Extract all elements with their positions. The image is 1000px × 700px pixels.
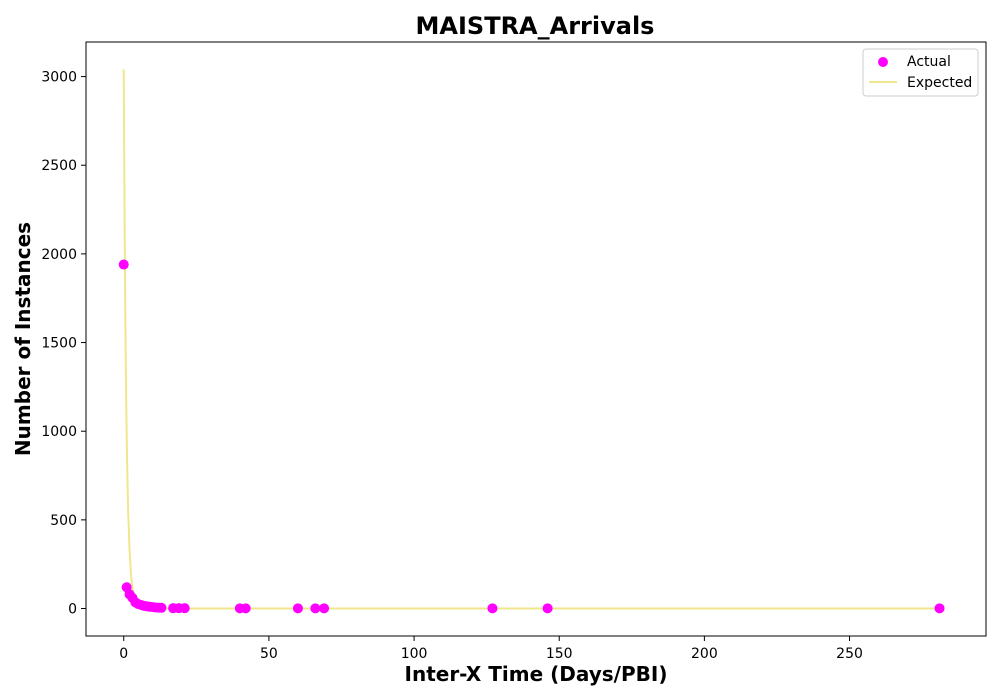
- x-axis: 0 50 100 150 200 250: [119, 636, 863, 662]
- legend-actual-label: Actual: [907, 54, 951, 70]
- y-axis-label: Number of Instances: [11, 222, 35, 456]
- chart-title: MAISTRA_Arrivals: [416, 12, 655, 40]
- x-tick-label: 200: [691, 646, 718, 662]
- x-tick-label: 150: [546, 646, 573, 662]
- x-axis-label: Inter-X Time (Days/PBI): [405, 662, 668, 686]
- legend-box: [862, 48, 979, 97]
- x-tick-label: 250: [836, 646, 863, 662]
- actual-point: [487, 603, 498, 614]
- series-layer: [118, 69, 945, 614]
- y-tick-label: 1500: [41, 336, 77, 352]
- x-tick-label: 100: [401, 646, 428, 662]
- actual-point: [240, 603, 251, 614]
- actual-point: [542, 603, 553, 614]
- legend-expected-label: Expected: [907, 75, 972, 91]
- actual-point: [118, 259, 129, 270]
- actual-point: [934, 603, 945, 614]
- y-tick-label: 500: [50, 513, 77, 529]
- actual-point: [310, 603, 321, 614]
- y-tick-label: 2000: [41, 247, 77, 263]
- actual-point: [319, 603, 330, 614]
- y-tick-label: 2500: [41, 158, 77, 174]
- actual-point: [292, 603, 303, 614]
- y-tick-label: 0: [68, 602, 77, 618]
- y-axis: 0 500 1000 1500 2000 2500 3000: [41, 70, 86, 618]
- actual-point: [179, 603, 190, 614]
- y-tick-label: 3000: [41, 70, 77, 86]
- x-tick-label: 50: [260, 646, 278, 662]
- y-tick-label: 1000: [41, 424, 77, 440]
- legend: Actual Expected: [862, 48, 979, 97]
- plot-frame: [85, 41, 987, 637]
- actual-point: [156, 602, 167, 613]
- legend-actual-marker: [878, 57, 888, 67]
- x-tick-label: 0: [119, 646, 128, 662]
